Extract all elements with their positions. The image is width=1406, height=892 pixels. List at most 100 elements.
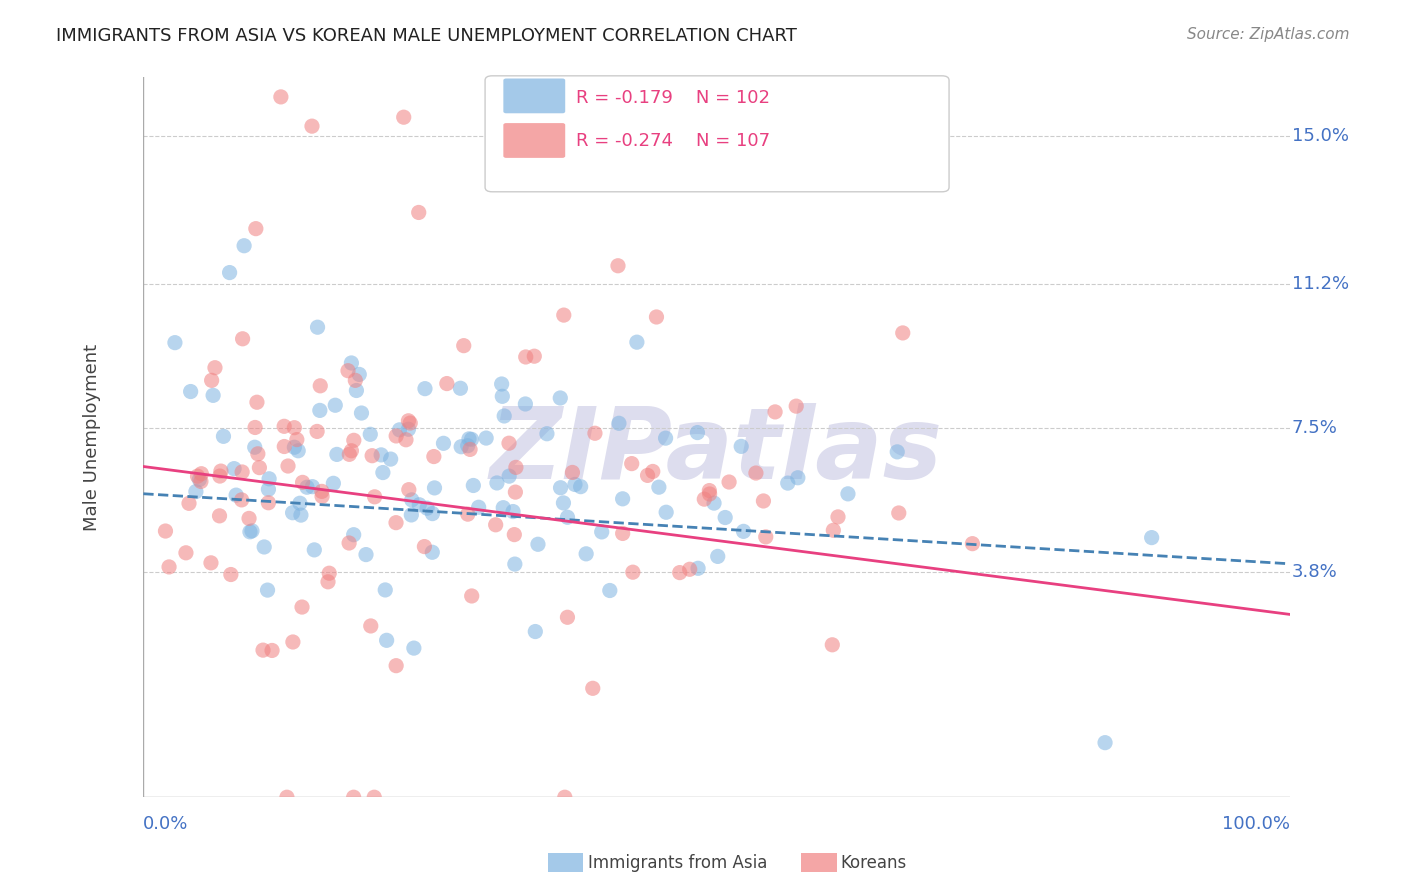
Point	[219, 567, 242, 582]
Text: Immigrants from Asia: Immigrants from Asia	[588, 854, 768, 871]
Point	[354, 548, 377, 562]
Point	[401, 492, 423, 507]
Point	[599, 583, 621, 598]
Point	[396, 422, 419, 436]
Point	[304, 542, 326, 557]
Point	[349, 368, 371, 382]
Point	[163, 335, 186, 350]
Point	[257, 496, 280, 510]
Point	[291, 600, 314, 615]
Text: Male Unemployment: Male Unemployment	[83, 343, 101, 531]
Point	[408, 498, 430, 512]
Point	[257, 483, 280, 497]
Point	[827, 509, 849, 524]
Point	[190, 475, 212, 489]
Point	[311, 484, 333, 499]
Point	[174, 546, 197, 560]
Point	[449, 381, 471, 395]
Point	[247, 460, 270, 475]
Point	[232, 332, 254, 346]
Point	[679, 562, 702, 576]
Point	[575, 547, 598, 561]
Point	[591, 524, 613, 539]
Point	[752, 494, 775, 508]
Point	[485, 517, 508, 532]
Point	[287, 443, 309, 458]
Point	[515, 350, 537, 364]
Point	[222, 461, 245, 475]
Point	[583, 426, 606, 441]
Point	[359, 427, 381, 442]
Point	[554, 790, 576, 805]
Point	[276, 790, 298, 805]
Point	[1140, 531, 1163, 545]
Point	[155, 524, 177, 538]
Point	[416, 501, 439, 516]
Point	[648, 480, 671, 494]
Point	[582, 681, 605, 696]
Point	[755, 530, 778, 544]
Point	[891, 326, 914, 340]
Point	[785, 399, 807, 413]
Point	[699, 487, 721, 501]
Point	[370, 448, 392, 462]
Point	[256, 583, 278, 598]
Point	[413, 540, 436, 554]
Point	[494, 409, 516, 423]
Point	[550, 481, 572, 495]
Point	[343, 790, 366, 805]
Point	[295, 480, 318, 494]
Point	[340, 356, 363, 370]
Point	[962, 536, 984, 550]
Point	[283, 420, 305, 434]
Point	[290, 508, 312, 522]
Point	[457, 439, 479, 453]
Point	[238, 511, 260, 525]
Point	[301, 480, 323, 494]
Point	[786, 471, 808, 485]
Point	[385, 658, 408, 673]
Point	[177, 496, 200, 510]
Point	[557, 610, 579, 624]
Point	[498, 469, 520, 483]
Point	[706, 549, 728, 564]
Point	[821, 638, 844, 652]
Point	[637, 468, 659, 483]
Point	[564, 477, 586, 491]
Point	[523, 349, 546, 363]
Point	[180, 384, 202, 399]
Point	[270, 90, 292, 104]
Point	[399, 416, 422, 430]
Point	[527, 537, 550, 551]
Point	[233, 238, 256, 252]
Point	[308, 403, 330, 417]
Point	[208, 508, 231, 523]
Point	[260, 643, 283, 657]
Point	[208, 469, 231, 483]
Point	[281, 506, 304, 520]
Point	[371, 466, 394, 480]
Point	[243, 440, 266, 454]
Point	[503, 557, 526, 571]
Point	[281, 635, 304, 649]
Point	[502, 504, 524, 518]
Text: R = -0.274    N = 107: R = -0.274 N = 107	[576, 132, 770, 150]
Point	[423, 450, 446, 464]
Point	[450, 440, 472, 454]
Text: R = -0.179    N = 102: R = -0.179 N = 102	[576, 89, 770, 107]
Point	[375, 633, 398, 648]
Point	[361, 449, 384, 463]
Point	[463, 478, 485, 492]
Text: ZIPatlas: ZIPatlas	[489, 403, 943, 500]
Point	[190, 467, 212, 481]
Point	[887, 506, 910, 520]
Point	[188, 473, 211, 487]
Point	[498, 436, 520, 450]
Point	[561, 466, 583, 480]
Point	[157, 560, 180, 574]
Point	[621, 565, 644, 579]
Point	[730, 439, 752, 453]
Point	[245, 221, 267, 235]
Point	[553, 308, 575, 322]
Point	[718, 475, 741, 489]
